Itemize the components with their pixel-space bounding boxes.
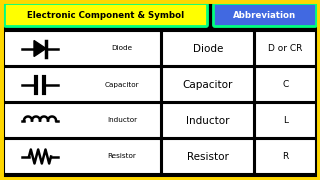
FancyBboxPatch shape [162,31,254,66]
FancyBboxPatch shape [162,139,254,174]
FancyBboxPatch shape [255,103,316,138]
FancyBboxPatch shape [162,103,254,138]
Polygon shape [34,40,46,57]
FancyBboxPatch shape [4,3,207,26]
FancyBboxPatch shape [4,139,161,174]
FancyBboxPatch shape [4,31,161,66]
Text: Capacitor: Capacitor [183,80,233,89]
FancyBboxPatch shape [4,103,161,138]
Text: Diode: Diode [193,44,223,53]
Text: C: C [282,80,289,89]
Text: L: L [283,116,288,125]
Text: Resistor: Resistor [187,152,229,161]
FancyBboxPatch shape [255,139,316,174]
Text: Capacitor: Capacitor [105,82,139,87]
Text: Diode: Diode [111,46,132,51]
Text: R: R [282,152,289,161]
FancyBboxPatch shape [4,67,161,102]
Text: Abbreviation: Abbreviation [233,10,297,19]
FancyBboxPatch shape [213,3,316,26]
Text: Resistor: Resistor [108,154,136,159]
Text: Inductor: Inductor [107,118,137,123]
Text: D or CR: D or CR [268,44,303,53]
Text: Electronic Component & Symbol: Electronic Component & Symbol [28,10,185,19]
FancyBboxPatch shape [255,67,316,102]
FancyBboxPatch shape [255,31,316,66]
FancyBboxPatch shape [162,67,254,102]
Text: Inductor: Inductor [186,116,230,125]
